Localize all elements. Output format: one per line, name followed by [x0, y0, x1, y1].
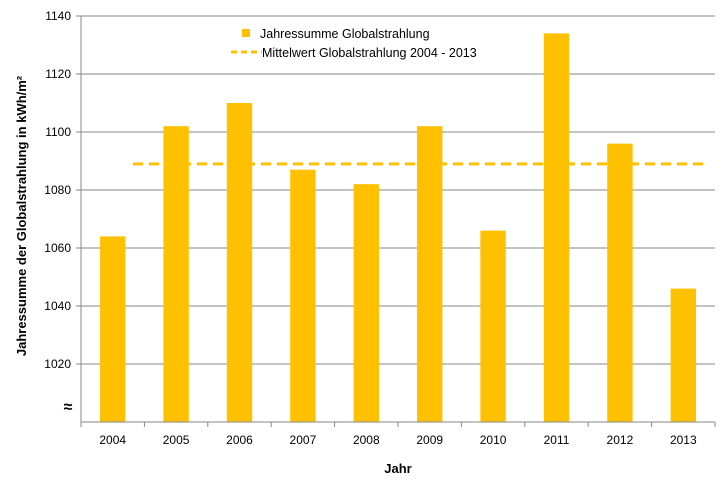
bar: [543, 33, 570, 423]
x-tick-label: 2012: [607, 433, 634, 447]
y-tick-label: 1080: [44, 183, 71, 197]
bars: [100, 33, 696, 423]
y-axis-title: Jahressumme der Globalstrahlung in kWh/m…: [14, 75, 29, 356]
y-tick-label: 1100: [45, 125, 71, 139]
legend-bar-label: Jahressumme Globalstrahlung: [260, 27, 430, 41]
x-tick-label: 2007: [290, 433, 317, 447]
axis-break-symbol: ≈: [64, 399, 73, 416]
x-tick-label: 2004: [99, 433, 126, 447]
bar: [100, 236, 126, 422]
legend-mean-label: Mittelwert Globalstrahlung 2004 - 2013: [262, 46, 477, 60]
legend-bar-swatch: [242, 29, 250, 37]
x-tick-label: 2009: [416, 433, 443, 447]
y-tick-label: 1020: [44, 357, 71, 371]
bar: [417, 126, 443, 422]
bar: [670, 288, 696, 422]
bar: [607, 143, 633, 422]
bar: [226, 103, 253, 422]
x-tick-label: 2010: [480, 433, 507, 447]
y-tick-label: 1120: [45, 67, 71, 81]
bar: [163, 126, 189, 422]
y-tick-label: 1140: [45, 9, 71, 23]
bar: [353, 184, 379, 422]
y-tick-label: 1060: [44, 241, 71, 255]
legend: Jahressumme Globalstrahlung Mittelwert G…: [231, 27, 477, 60]
axes: [76, 15, 716, 427]
x-tick-label: 2011: [544, 433, 570, 447]
x-tick-label: 2008: [353, 433, 380, 447]
y-tick-label: 1040: [44, 299, 71, 313]
x-tick-label: 2005: [163, 433, 190, 447]
x-tick-label: 2006: [226, 433, 253, 447]
x-tick-label: 2013: [670, 433, 697, 447]
x-axis-title: Jahr: [384, 461, 411, 476]
tick-labels: 1020 1040 1060 1080 1100 1120 1140 2004 2005 2006…: [44, 9, 697, 447]
bar: [290, 169, 316, 422]
bar: [480, 230, 506, 422]
